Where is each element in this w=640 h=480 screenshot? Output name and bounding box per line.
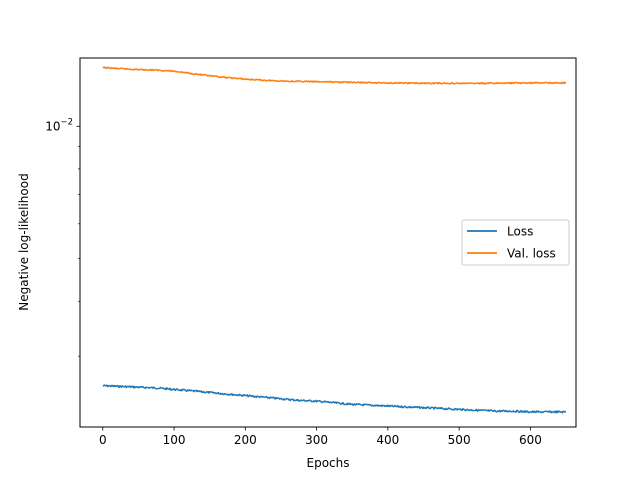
legend-label-loss: Loss (507, 225, 533, 239)
x-tick-label: 400 (376, 433, 399, 447)
legend-label-val-loss: Val. loss (507, 247, 556, 261)
x-tick-label: 200 (234, 433, 257, 447)
x-tick-label: 500 (448, 433, 471, 447)
y-tick-label: 10−2 (45, 117, 73, 133)
x-axis: 0 100 200 300 400 500 600 (99, 427, 542, 447)
x-tick-label: 100 (163, 433, 186, 447)
series-line-val-loss (102, 66, 567, 85)
x-tick-label: 300 (305, 433, 328, 447)
plot-frame (79, 57, 577, 428)
x-tick-label: 600 (519, 433, 542, 447)
x-axis-label: Epochs (307, 456, 350, 470)
legend: Loss Val. loss (461, 219, 570, 266)
y-axis: 10−2 (45, 117, 80, 357)
series-line-loss (102, 384, 567, 414)
y-axis-label: Negative log-likelihood (17, 173, 31, 310)
series-layer (102, 66, 567, 414)
x-tick-label: 0 (99, 433, 107, 447)
